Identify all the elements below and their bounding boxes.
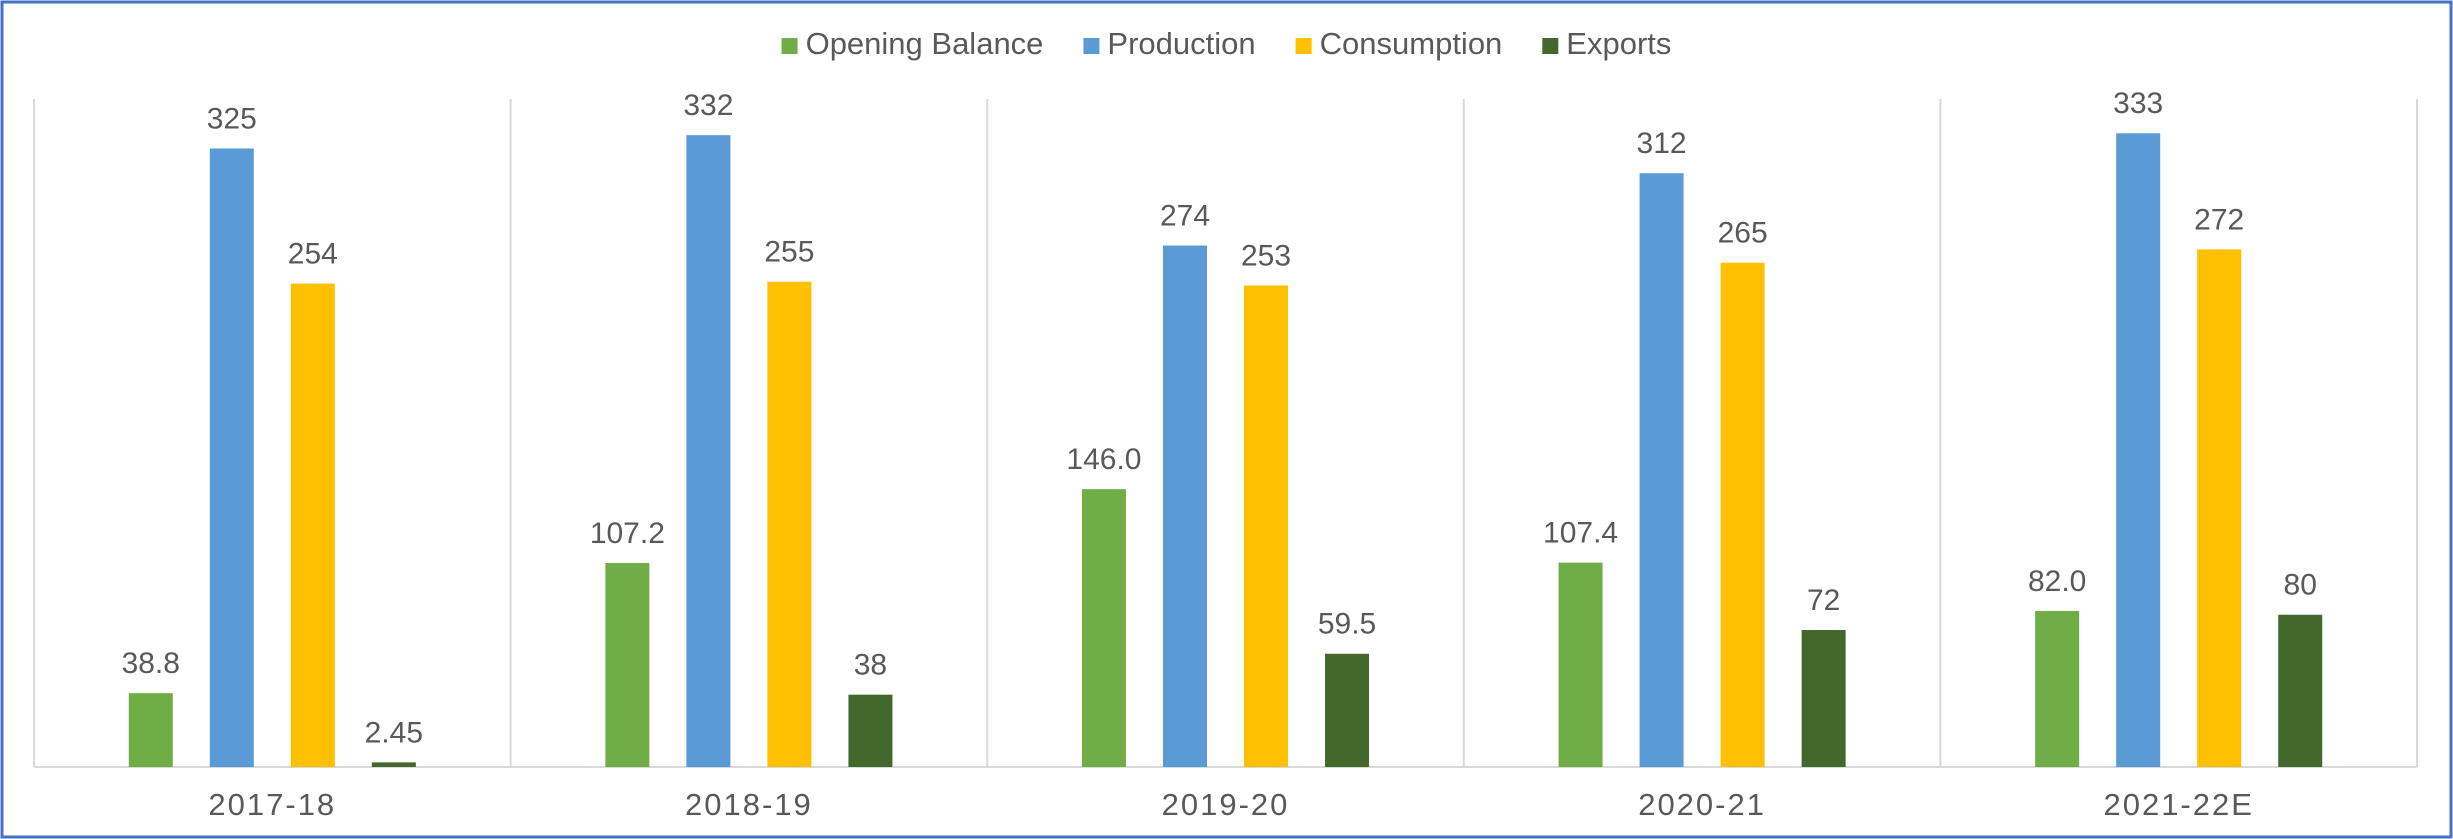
bar xyxy=(1244,285,1289,767)
data-label: 2.45 xyxy=(365,716,423,749)
x-tick-label: 2021-22E xyxy=(2103,787,2253,822)
legend-label: Opening Balance xyxy=(806,26,1044,61)
bar xyxy=(605,562,650,767)
x-tick-label: 2018-19 xyxy=(685,787,813,822)
data-label: 146.0 xyxy=(1066,443,1141,476)
bar xyxy=(848,694,893,767)
data-label: 332 xyxy=(683,89,733,122)
bar xyxy=(1720,262,1765,767)
legend-swatch xyxy=(1083,38,1100,54)
bar xyxy=(209,148,254,768)
bar xyxy=(1325,653,1370,767)
legend-label: Consumption xyxy=(1320,26,1503,61)
data-label: 325 xyxy=(207,102,257,135)
data-label: 38 xyxy=(854,649,887,682)
data-label: 72 xyxy=(1807,584,1840,617)
data-label: 107.2 xyxy=(590,517,665,550)
bar xyxy=(1081,489,1126,767)
data-label: 80 xyxy=(2284,569,2317,602)
x-tick-label: 2019-20 xyxy=(1162,787,1290,822)
bar xyxy=(2035,610,2080,767)
data-label: 265 xyxy=(1718,217,1768,250)
data-label: 274 xyxy=(1160,199,1210,232)
bar xyxy=(2116,133,2161,767)
legend-swatch xyxy=(1542,38,1559,54)
data-label: 254 xyxy=(288,238,338,271)
data-label: 107.4 xyxy=(1543,517,1618,550)
legend-label: Exports xyxy=(1566,26,1671,61)
data-label: 255 xyxy=(764,236,814,269)
data-label: 38.8 xyxy=(122,647,180,680)
data-label: 82.0 xyxy=(2028,565,2086,598)
x-tick-label: 2020-21 xyxy=(1638,787,1766,822)
legend-label: Production xyxy=(1107,26,1255,61)
bar xyxy=(1162,245,1207,767)
data-label: 333 xyxy=(2113,87,2163,120)
legend-swatch xyxy=(1295,38,1312,54)
bar xyxy=(767,281,812,767)
bar xyxy=(2197,249,2242,767)
bar xyxy=(290,283,335,767)
x-tick-label: 2017-18 xyxy=(208,787,336,822)
data-label: 59.5 xyxy=(1318,608,1376,641)
bar xyxy=(128,693,173,767)
data-label: 312 xyxy=(1637,127,1687,160)
data-label: 272 xyxy=(2194,203,2244,236)
bar xyxy=(1639,173,1684,767)
bar xyxy=(686,135,731,767)
bar xyxy=(1801,629,1846,767)
bar xyxy=(2278,614,2323,767)
legend-swatch xyxy=(781,38,798,54)
bar xyxy=(1558,562,1603,767)
bar xyxy=(371,762,416,767)
data-label: 253 xyxy=(1241,239,1291,272)
